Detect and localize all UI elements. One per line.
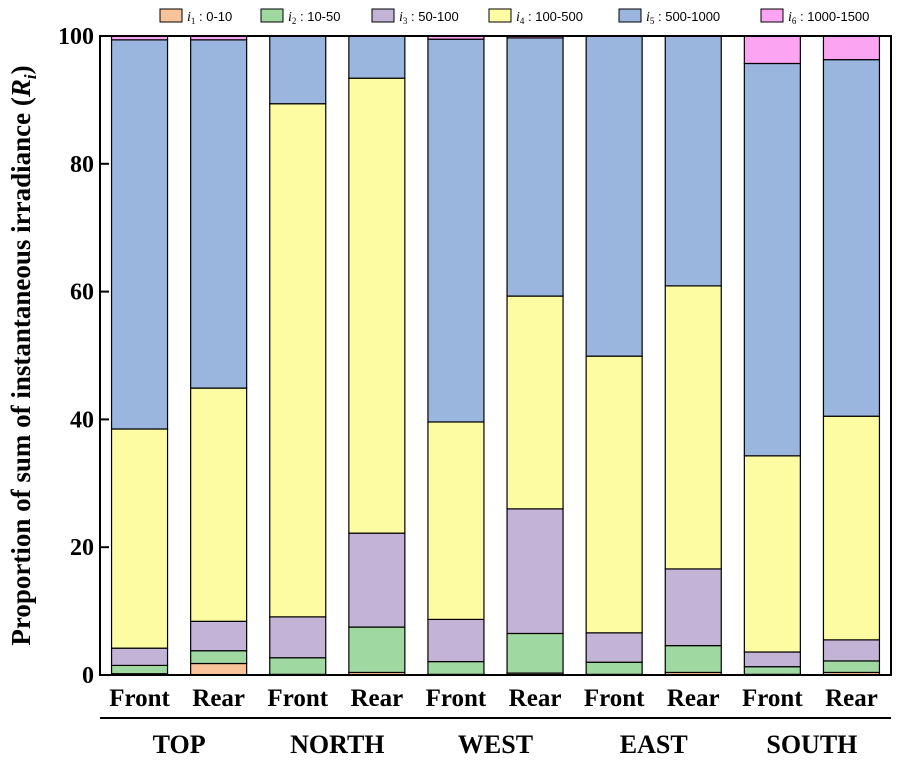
x-group-label-east: EAST xyxy=(620,730,688,759)
y-tick-label-60: 60 xyxy=(70,280,94,306)
bar-segment-6-s2 xyxy=(506,632,564,674)
bar-series-group xyxy=(110,35,881,676)
bar-segment-10-s2 xyxy=(822,660,881,674)
y-axis-title-subscript: i xyxy=(21,74,40,79)
y-axis-title-close: ) xyxy=(6,65,36,74)
bar-segment-1-s4 xyxy=(110,428,169,649)
legend-swatch-6 xyxy=(760,8,784,23)
bar-segment-8-s4 xyxy=(664,285,722,570)
x-category-label-4: Rear xyxy=(350,685,403,712)
bar-segment-6-s5 xyxy=(506,37,564,297)
bar-segment-6-s4 xyxy=(506,295,564,510)
y-axis-title-symbol: R xyxy=(6,79,36,98)
bar-segment-8-s2 xyxy=(664,645,722,674)
x-category-label-5: Front xyxy=(426,685,487,712)
legend-label-3: i3 : 50-100 xyxy=(399,9,459,26)
legend-label-6: i6 : 1000-1500 xyxy=(788,9,869,26)
x-group-label-top: TOP xyxy=(153,730,206,759)
plot-area: 0 20 40 60 80 100 xyxy=(58,24,892,689)
legend-swatch-5 xyxy=(618,8,642,23)
y-tick-label-40: 40 xyxy=(70,407,94,433)
x-category-label-3: Front xyxy=(267,685,328,712)
bar-segment-2-s3 xyxy=(190,620,248,652)
bar-segment-5-s3 xyxy=(427,618,485,663)
bar-segment-10-s5 xyxy=(822,59,881,417)
x-category-label-10: Rear xyxy=(825,685,878,712)
legend-label-4: i4 : 100-500 xyxy=(516,9,583,26)
bar-segment-4-s5 xyxy=(348,35,406,79)
bar-segment-9-s5 xyxy=(743,62,801,457)
bar-segment-2-s5 xyxy=(190,39,248,389)
legend-swatch-3 xyxy=(371,8,395,23)
bar-segment-10-s3 xyxy=(822,639,881,662)
x-axis-group-labels: TOP NORTH WEST EAST SOUTH xyxy=(153,730,858,759)
bar-segment-5-s4 xyxy=(427,421,485,621)
legend-label-5: i5 : 500-1000 xyxy=(646,9,720,26)
bar-segment-10-s4 xyxy=(822,415,881,641)
legend: i1 : 0-10 i2 : 10-50 i3 : 50-100 i4 : 100-5… xyxy=(159,8,869,26)
x-group-label-west: WEST xyxy=(458,730,533,759)
y-tick-label-80: 80 xyxy=(70,152,94,178)
bar-segment-5-s2 xyxy=(427,660,485,675)
bar-segment-3-s4 xyxy=(269,103,327,618)
bar-segment-2-s4 xyxy=(190,387,248,622)
bar-segment-8-s3 xyxy=(664,568,722,647)
bar-segment-4-s2 xyxy=(348,626,406,674)
bar-segment-9-s6 xyxy=(743,35,801,65)
bar-segment-1-s2 xyxy=(110,664,169,675)
bar-segment-9-s4 xyxy=(743,455,801,653)
bar-segment-2-s1 xyxy=(190,662,248,676)
bar-segment-7-s3 xyxy=(585,632,643,663)
legend-swatch-4 xyxy=(488,8,512,23)
bar-segment-4-s3 xyxy=(348,532,406,628)
y-axis-ticks: 0 20 40 60 80 100 xyxy=(58,24,109,689)
bar-segment-5-s5 xyxy=(427,38,485,423)
x-category-label-1: Front xyxy=(109,685,170,712)
legend-label-1: i1 : 0-10 xyxy=(187,9,232,26)
bar-segment-9-s2 xyxy=(743,666,801,675)
legend-swatch-1 xyxy=(159,8,183,23)
x-category-label-2: Rear xyxy=(192,685,245,712)
y-tick-label-20: 20 xyxy=(70,535,94,561)
y-tick-label-0: 0 xyxy=(82,663,94,689)
bar-segment-3-s5 xyxy=(269,35,327,105)
bar-segment-10-s6 xyxy=(822,35,881,61)
plot-frame xyxy=(99,35,892,676)
x-group-label-south: SOUTH xyxy=(766,730,857,759)
x-category-label-8: Rear xyxy=(667,685,720,712)
bar-segment-8-s5 xyxy=(664,35,722,287)
x-axis-category-labels: Front Rear Front Rear Front Rear Front Rear Fron… xyxy=(109,685,878,712)
legend-label-2: i2 : 10-50 xyxy=(288,9,340,26)
bar-segment-7-s5 xyxy=(585,35,643,357)
legend-swatch-2 xyxy=(260,8,284,23)
x-group-label-north: NORTH xyxy=(290,730,384,759)
bar-segment-1-s3 xyxy=(110,647,169,667)
bar-segment-6-s3 xyxy=(506,508,564,635)
bar-segment-4-s4 xyxy=(348,77,406,534)
bar-segment-7-s4 xyxy=(585,355,643,634)
x-category-label-9: Front xyxy=(742,685,803,712)
y-tick-label-100: 100 xyxy=(58,24,94,50)
bar-segment-1-s5 xyxy=(110,39,169,430)
bar-segment-3-s3 xyxy=(269,616,327,659)
x-category-label-7: Front xyxy=(584,685,645,712)
bar-segment-2-s2 xyxy=(190,650,248,665)
bar-segment-9-s3 xyxy=(743,651,801,668)
x-category-label-6: Rear xyxy=(509,685,562,712)
y-axis-title: Proportion of sum of instantaneous irrad… xyxy=(6,65,40,645)
y-axis-title-text: Proportion of sum of instantaneous irrad… xyxy=(6,97,36,646)
bar-segment-3-s2 xyxy=(269,657,327,675)
bar-segment-7-s2 xyxy=(585,661,643,675)
